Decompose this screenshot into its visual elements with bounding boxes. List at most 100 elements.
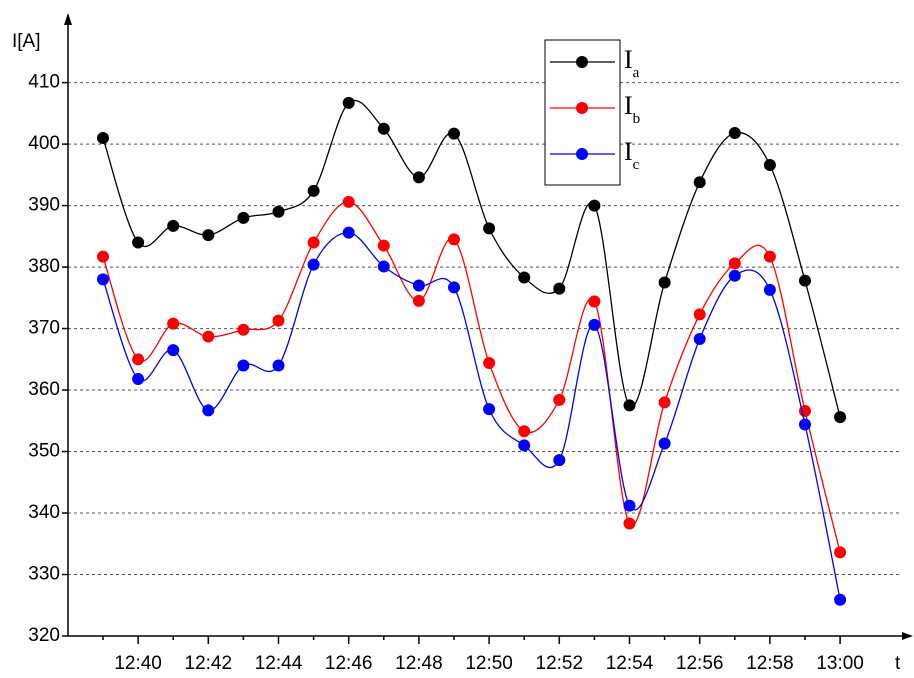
data-point [834,411,847,424]
data-point [483,222,496,235]
data-point [693,176,706,189]
data-point [623,499,636,512]
legend-marker [576,148,588,160]
data-point [167,219,180,232]
legend: Ia Ib Ic [544,39,640,186]
data-point [658,396,671,409]
data-point [483,357,496,370]
y-tick-label: 380 [28,256,60,277]
data-point [272,205,285,218]
data-point [307,184,320,197]
series-line [102,99,841,418]
data-point [342,226,355,239]
x-tick-label: 13:00 [816,653,864,674]
data-point [834,593,847,606]
data-point [132,372,145,385]
x-tick-label: 12:44 [255,653,303,674]
y-tick-label: 330 [28,564,60,585]
data-point [623,399,636,412]
x-axis-label: t [895,653,901,674]
data-point [693,333,706,346]
data-point [237,211,250,224]
data-point [132,236,145,249]
data-point [412,279,425,292]
x-axis-arrow [902,632,913,640]
data-point [167,317,180,330]
data-point [202,330,215,343]
data-point [763,283,776,296]
data-point [834,546,847,559]
data-point [448,233,460,246]
y-tick-label: 340 [28,502,60,523]
x-tick-label: 12:58 [746,653,794,674]
data-point [237,323,250,336]
legend-marker [576,56,588,68]
y-tick-label: 360 [28,379,60,400]
y-tick-label: 390 [28,195,60,216]
data-point [202,404,215,417]
data-point [658,437,671,450]
x-tick-label: 12:54 [606,653,654,674]
x-tick-label: 12:50 [465,653,513,674]
data-point [307,236,320,249]
x-tick-label: 12:46 [325,653,373,674]
data-point [97,131,109,144]
data-point [97,273,109,286]
data-point [377,239,390,252]
data-point [799,418,811,431]
data-point [377,260,390,273]
legend-label: Ib [624,91,640,127]
y-tick-label: 370 [28,318,60,339]
x-tick-label: 12:48 [395,653,443,674]
data-point [799,274,811,287]
data-point [412,294,425,307]
data-point [518,425,531,438]
data-point [588,295,601,308]
data-point [763,159,776,172]
data-point [623,517,636,530]
y-tick-label: 400 [28,133,60,154]
data-point [518,439,531,452]
y-axis-label: I[A] [12,31,41,52]
data-point [588,199,601,212]
data-point [202,229,215,242]
series-line [102,201,841,553]
data-point [272,359,285,372]
data-point [342,195,355,208]
data-point [272,314,285,327]
series-line [102,232,841,600]
data-point [553,282,566,295]
data-point [483,403,496,416]
data-point [237,359,250,372]
data-point [553,393,566,406]
y-axis-arrow [64,13,72,25]
x-tick-label: 12:56 [676,653,724,674]
data-point [763,250,776,263]
data-point [693,308,706,321]
data-point [132,353,145,366]
y-tick-label: 350 [28,441,60,462]
x-tick-label: 12:40 [114,653,162,674]
legend-label: Ic [624,137,640,173]
data-point [307,258,320,271]
data-point [588,318,601,331]
y-tick-label: 320 [28,625,60,646]
data-point [728,257,741,270]
data-point [658,276,671,289]
data-point [518,271,531,284]
y-tick-label: 410 [28,72,60,93]
legend-marker [576,102,588,114]
x-tick-label: 12:42 [185,653,233,674]
data-point [412,171,425,184]
data-point [728,269,741,282]
x-tick-label: 12:52 [536,653,584,674]
data-point [342,96,355,109]
data-point [728,127,741,140]
data-point [97,250,109,263]
data-point [448,127,460,140]
legend-label: Ia [624,45,640,81]
data-point [377,122,390,135]
data-point [553,454,566,467]
data-point [167,344,180,357]
